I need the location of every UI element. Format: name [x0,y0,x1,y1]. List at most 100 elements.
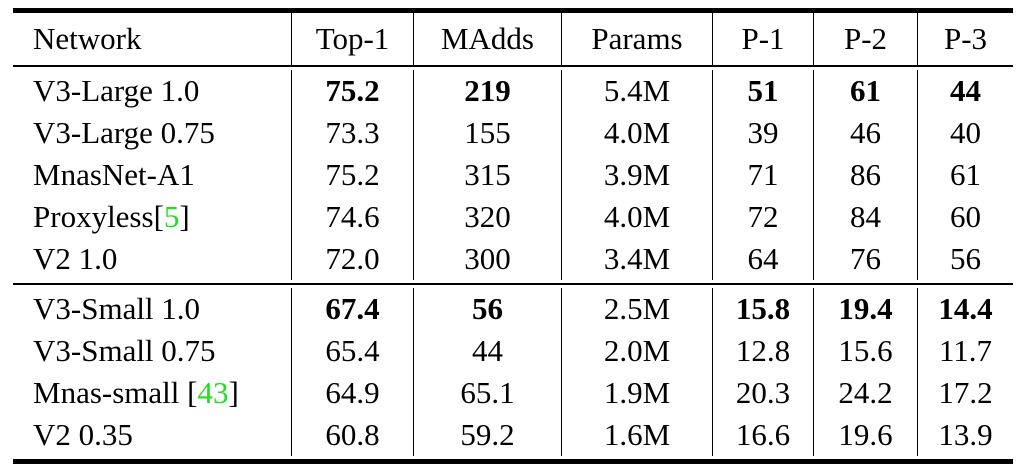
p2-latency-cell: 46 [813,112,917,154]
madds-cell: 315 [413,154,561,196]
madds-cell: 59.2 [413,414,561,456]
params-cell: 5.4M [561,70,712,112]
madds-cell: 65.1 [413,372,561,414]
citation-link[interactable]: 5 [163,199,180,234]
p2-latency-cell: 76 [813,238,917,280]
header-network: Network [33,21,142,56]
p2-latency-cell: 61 [813,70,917,112]
p1-latency-cell: 72 [712,196,813,238]
params-cell: 1.9M [561,372,712,414]
table-row: V3-Large 1.0 75.2 219 5.4M 51 61 44 [13,70,1013,112]
p2-latency-cell: 19.6 [813,414,917,456]
network-name: V3-Large 1.0 [33,73,200,108]
params-cell: 4.0M [561,112,712,154]
network-name-cell: Mnas-small [43] [13,372,291,414]
header-p2: P-2 [813,13,917,65]
results-table: Network Top-1 MAdds Params P-1 P-2 P-3 V… [13,8,1013,464]
p2-latency-cell: 15.6 [813,330,917,372]
top1-cell: 72.0 [291,238,413,280]
p1-latency-cell: 51 [712,70,813,112]
citation-open-bracket: [ [187,375,198,410]
p1-latency-cell: 64 [712,238,813,280]
table-row: V2 0.35 60.8 59.2 1.6M 16.6 19.6 13.9 [13,414,1013,456]
p1-latency-cell: 71 [712,154,813,196]
table-row: Proxyless[5] 74.6 320 4.0M 72 84 60 [13,196,1013,238]
top1-cell: 64.9 [291,372,413,414]
params-cell: 3.9M [561,154,712,196]
top-rule [13,8,1013,13]
header-madds: MAdds [413,13,561,65]
p3-latency-cell: 61 [917,154,1013,196]
p2-latency-cell: 84 [813,196,917,238]
network-name: Mnas-small [33,375,188,410]
madds-cell: 155 [413,112,561,154]
network-name: MnasNet-A1 [33,157,195,192]
params-cell: 1.6M [561,414,712,456]
network-name-cell: V3-Small 0.75 [13,330,291,372]
table-row: V3-Small 0.75 65.4 44 2.0M 12.8 15.6 11.7 [13,330,1013,372]
p3-latency-cell: 40 [917,112,1013,154]
madds-cell: 219 [413,70,561,112]
p1-latency-cell: 39 [712,112,813,154]
p3-latency-cell: 17.2 [917,372,1013,414]
p3-latency-cell: 56 [917,238,1013,280]
network-name: V2 0.35 [33,417,133,452]
p3-latency-cell: 13.9 [917,414,1013,456]
network-name-cell: V3-Large 1.0 [13,70,291,112]
large-models-group: V3-Large 1.0 75.2 219 5.4M 51 61 44 V3-Large 0.… [13,67,1013,283]
network-name: V3-Large 0.75 [33,115,215,150]
top1-cell: 75.2 [291,154,413,196]
network-name-cell: V3-Large 0.75 [13,112,291,154]
top1-cell: 75.2 [291,70,413,112]
header-p3: P-3 [917,13,1013,65]
header-params: Params [561,13,712,65]
network-name: Proxyless [33,199,154,234]
params-cell: 2.0M [561,330,712,372]
network-name-cell: MnasNet-A1 [13,154,291,196]
citation-open-bracket: [ [153,199,164,234]
p3-latency-cell: 44 [917,70,1013,112]
table-row: Mnas-small [43] 64.9 65.1 1.9M 20.3 24.2 17.2 [13,372,1013,414]
citation-close-bracket: ] [179,199,190,234]
table-row: V2 1.0 72.0 300 3.4M 64 76 56 [13,238,1013,280]
group-separator-rule [13,283,1013,285]
table-row: V3-Large 0.75 73.3 155 4.0M 39 46 40 [13,112,1013,154]
p3-latency-cell: 11.7 [917,330,1013,372]
top1-cell: 73.3 [291,112,413,154]
network-name: V3-Small 1.0 [33,291,201,326]
madds-cell: 300 [413,238,561,280]
header-row: Network Top-1 MAdds Params P-1 P-2 P-3 [13,13,1013,65]
header-p1: P-1 [712,13,813,65]
small-models-group: V3-Small 1.0 67.4 56 2.5M 15.8 19.4 14.4 V3-Sma… [13,285,1013,459]
p2-latency-cell: 86 [813,154,917,196]
p2-latency-cell: 24.2 [813,372,917,414]
top1-cell: 67.4 [291,288,413,330]
network-name-cell: V3-Small 1.0 [13,288,291,330]
network-name-cell: V2 1.0 [13,238,291,280]
header-rule [13,65,1013,67]
p2-latency-cell: 19.4 [813,288,917,330]
madds-cell: 320 [413,196,561,238]
params-cell: 3.4M [561,238,712,280]
network-name: V3-Small 0.75 [33,333,216,368]
params-cell: 2.5M [561,288,712,330]
table-row: MnasNet-A1 75.2 315 3.9M 71 86 61 [13,154,1013,196]
citation-link[interactable]: 43 [197,375,229,410]
top1-cell: 74.6 [291,196,413,238]
p1-latency-cell: 16.6 [712,414,813,456]
table-row: V3-Small 1.0 67.4 56 2.5M 15.8 19.4 14.4 [13,288,1013,330]
network-name-cell: V2 0.35 [13,414,291,456]
top1-cell: 65.4 [291,330,413,372]
p3-latency-cell: 60 [917,196,1013,238]
top1-cell: 60.8 [291,414,413,456]
header-top1: Top-1 [291,13,413,65]
network-name: V2 1.0 [33,241,118,276]
p1-latency-cell: 12.8 [712,330,813,372]
network-name-cell: Proxyless[5] [13,196,291,238]
citation-close-bracket: ] [228,375,239,410]
p1-latency-cell: 20.3 [712,372,813,414]
p3-latency-cell: 14.4 [917,288,1013,330]
madds-cell: 44 [413,330,561,372]
p1-latency-cell: 15.8 [712,288,813,330]
madds-cell: 56 [413,288,561,330]
